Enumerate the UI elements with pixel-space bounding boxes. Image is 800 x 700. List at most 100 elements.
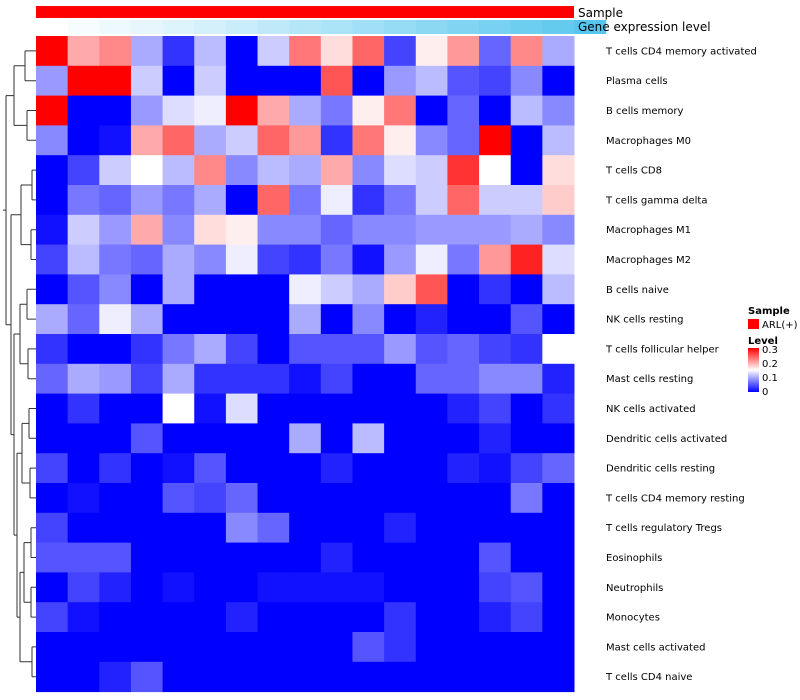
heatmap-cell [542, 36, 575, 67]
heatmap-cell [36, 95, 69, 126]
heatmap-cell [257, 483, 290, 514]
row-label: Mast cells resting [606, 374, 693, 385]
heatmap-cell [162, 661, 195, 693]
heatmap-cell [225, 423, 259, 454]
expression-track-cell [447, 20, 480, 34]
heatmap-cell [257, 542, 290, 573]
heatmap-cell [194, 274, 227, 305]
heatmap-cell [479, 274, 512, 305]
heatmap-cell [194, 155, 227, 186]
heatmap-cell [510, 483, 543, 514]
heatmap-cell [447, 602, 480, 633]
heatmap-cell [479, 65, 512, 97]
legend: Sample ARL(+) Level 0.3 0.2 0.1 0 [748, 306, 798, 398]
expression-track-cell [194, 20, 227, 34]
heatmap-cell [257, 185, 290, 216]
annotation-tracks [36, 6, 607, 34]
heatmap-cell [289, 36, 322, 67]
row-label: Neutrophils [606, 583, 663, 594]
heatmap-cell [542, 274, 575, 305]
heatmap-cell [447, 363, 480, 395]
heatmap-cell [479, 423, 512, 454]
heatmap-cell [130, 95, 164, 126]
heatmap-cell [542, 363, 575, 395]
heatmap-cell [162, 36, 195, 67]
heatmap-cell [99, 95, 132, 126]
heatmap-cell [36, 602, 69, 633]
row-label: T cells regulatory Tregs [605, 523, 722, 534]
row-dendrogram [3, 50, 36, 678]
heatmap-cell [225, 393, 259, 424]
heatmap-cell [225, 36, 259, 67]
heatmap-cell [130, 661, 164, 693]
heatmap-cell [162, 334, 195, 365]
heatmap-cell [289, 512, 322, 544]
heatmap-cell [162, 155, 195, 186]
heatmap-cell [384, 423, 417, 454]
heatmap-cell [67, 36, 100, 67]
heatmap-cell [320, 36, 353, 67]
heatmap-cell [415, 572, 448, 603]
heatmap-cell [36, 155, 69, 186]
heatmap-cell [542, 334, 575, 365]
heatmap-cell [320, 542, 353, 573]
expression-track-cell [320, 20, 353, 34]
expression-track-cell [162, 20, 195, 34]
row-label: T cells CD4 naive [605, 672, 692, 683]
heatmap-cell [447, 155, 480, 186]
heatmap-cell [542, 214, 575, 246]
heatmap-cell [162, 512, 195, 544]
legend-sample-title: Sample [748, 306, 790, 317]
heatmap-cell [542, 512, 575, 544]
heatmap-cell [320, 334, 353, 365]
heatmap-cell [479, 572, 512, 603]
heatmap-cell [384, 304, 417, 335]
heatmap-cell [162, 274, 195, 305]
expression-track-cell [67, 20, 100, 34]
heatmap-cell [99, 572, 132, 603]
heatmap-cell [510, 244, 543, 275]
heatmap-cell [384, 244, 417, 275]
heatmap-cell [320, 274, 353, 305]
heatmap-cell [130, 244, 164, 275]
heatmap-cell [510, 125, 543, 156]
heatmap-cell [510, 304, 543, 335]
heatmap-cell [447, 423, 480, 454]
heatmap-cell [352, 125, 385, 156]
heatmap-cell [36, 483, 69, 514]
heatmap-cell [415, 542, 448, 573]
heatmap-cell [130, 423, 164, 454]
heatmap-cell [257, 65, 290, 97]
heatmap-cell [320, 483, 353, 514]
heatmap-cell [130, 363, 164, 395]
heatmap-cell [130, 304, 164, 335]
row-label: Dendritic cells activated [606, 434, 727, 445]
heatmap-cell [415, 393, 448, 424]
heatmap-cell [415, 661, 448, 693]
heatmap-cell [257, 125, 290, 156]
heatmap-cell [130, 453, 164, 484]
heatmap-cell [162, 65, 195, 97]
heatmap-cell [257, 304, 290, 335]
heatmap-cell [289, 274, 322, 305]
heatmap-cell [67, 214, 100, 246]
heatmap-cell [162, 423, 195, 454]
heatmap-cell [447, 95, 480, 126]
heatmap-cell [320, 125, 353, 156]
heatmap-cell [67, 453, 100, 484]
legend-level-title: Level [748, 336, 778, 347]
row-label: Mast cells activated [606, 642, 705, 653]
heatmap-cell [194, 661, 227, 693]
heatmap-cell [352, 214, 385, 246]
heatmap-cell [289, 572, 322, 603]
heatmap-cell [162, 483, 195, 514]
heatmap-cell [289, 125, 322, 156]
heatmap-cell [352, 185, 385, 216]
heatmap-cell [510, 542, 543, 573]
heatmap-cell [415, 304, 448, 335]
heatmap-cell [130, 542, 164, 573]
heatmap-cell [289, 542, 322, 573]
heatmap-cell [67, 125, 100, 156]
expression-track-cell [542, 20, 575, 34]
